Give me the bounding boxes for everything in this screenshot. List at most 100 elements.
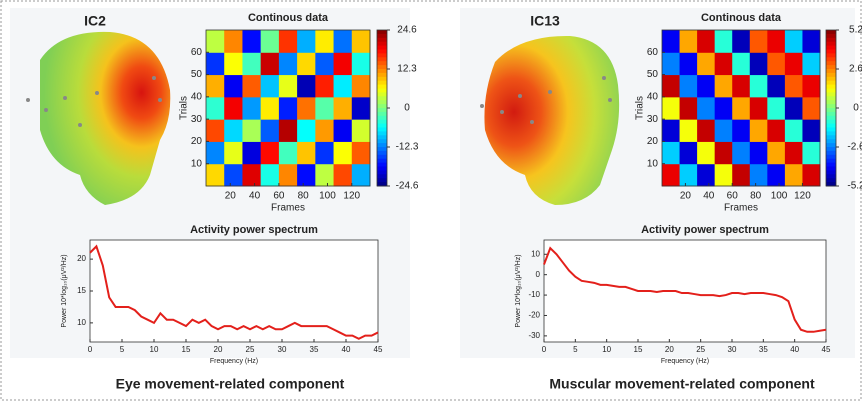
y-axis-label: Trials [635,96,646,120]
heat-cell [224,141,243,165]
heat-cell [749,74,768,98]
heat-cell [767,74,786,98]
heat-cell [714,74,733,98]
x-tick-label: 80 [750,191,762,202]
colorbar-step [377,65,387,70]
x-tick-label: 10 [150,345,159,354]
x-tick-label: 40 [249,191,261,202]
heat-cell [297,30,316,53]
colorbar-label: -24.6 [396,181,419,192]
x-tick-label: 5 [573,345,578,354]
colorbar-label: -5.2 [847,181,862,192]
colorbar-step [377,111,387,117]
chart-title: Continous data [701,12,782,24]
heat-cell [315,30,335,53]
colorbar-step [377,143,387,148]
colorbar-step [377,37,387,43]
colorbar-step [377,45,387,50]
heat-cell [697,52,716,76]
heat-cell [714,96,733,120]
heat-cell [749,30,768,53]
heat-cell [315,52,335,76]
x-tick-label: 120 [343,191,360,202]
colorbar-step [826,61,836,66]
y-tick-label: 40 [647,91,659,102]
colorbar-step [377,104,387,109]
heat-cell [714,119,733,142]
heat-cell [784,163,803,187]
colorbar-step [826,104,836,109]
colorbar-step [377,30,387,35]
x-tick-label: 20 [680,191,692,202]
heat-cell [206,74,225,98]
heat-cell [749,119,768,142]
colorbar-step [377,166,387,171]
colorbar-step [826,150,836,156]
y-tick-label: 20 [77,254,86,263]
heat-cell [206,96,225,120]
colorbar-step [826,72,836,78]
x-axis-label: Frequency (Hz) [661,358,709,365]
panel-label: IC13 [530,13,560,29]
heat-cell [315,74,335,98]
x-tick-label: 0 [88,345,93,354]
y-tick-label: 60 [191,47,203,58]
heat-cell [351,119,371,142]
y-tick-label: 10 [191,158,203,169]
colorbar-step [826,100,836,105]
colorbar-step [377,158,387,164]
head-map [484,35,620,205]
x-tick-label: 10 [602,345,611,354]
colorbar-step [377,80,387,86]
colorbar-step [826,41,836,47]
heat-cell [206,52,225,76]
x-tick-label: 15 [182,345,191,354]
colorbar-step [826,53,836,58]
colorbar-label: 2.6 [849,64,862,75]
colorbar-step [377,84,387,89]
x-axis-label: Frames [724,203,758,214]
x-tick-label: 30 [278,345,287,354]
heat-cell [224,96,243,120]
heat-cell [679,163,698,187]
heat-cell [802,163,821,187]
colorbar-step [826,45,836,50]
x-tick-label: 35 [759,345,768,354]
chart-title: Continous data [248,12,329,24]
heat-cell [679,30,698,53]
heat-cell [784,141,803,165]
heat-cell [297,119,316,142]
heat-cell [802,30,821,53]
colorbar-step [377,147,387,152]
heat-cell [297,96,316,120]
heat-cell [802,119,821,142]
heat-cell [697,96,716,120]
heat-cell [242,74,262,98]
colorbar-step [377,108,387,113]
colorbar-step [377,88,387,93]
y-tick-label: 20 [191,136,203,147]
colorbar-step [377,131,387,136]
colorbar-step [377,174,387,179]
colorbar-step [826,37,836,43]
heat-cell [260,74,280,98]
y-axis-label: Power 10*log₁₀(μV²/Hz) [61,254,68,327]
y-tick-label: 10 [531,249,540,258]
heat-cell [224,119,243,142]
colorbar-label: 5.2 [849,25,862,36]
colorbar-step [826,115,836,121]
heat-cell [749,141,768,165]
x-tick-label: 20 [225,191,237,202]
heat-cell [714,52,733,76]
heat-cell [802,96,821,120]
heat-cell [732,74,751,98]
heat-cell [784,96,803,120]
colorbar-step [826,166,836,171]
heat-cell [732,163,751,187]
heat-cell [697,30,716,53]
y-tick-label: 10 [77,318,86,327]
colorbar-step [826,127,836,132]
heat-cell [679,74,698,98]
colorbar-step [826,88,836,93]
colorbar-label: -12.3 [396,142,419,153]
